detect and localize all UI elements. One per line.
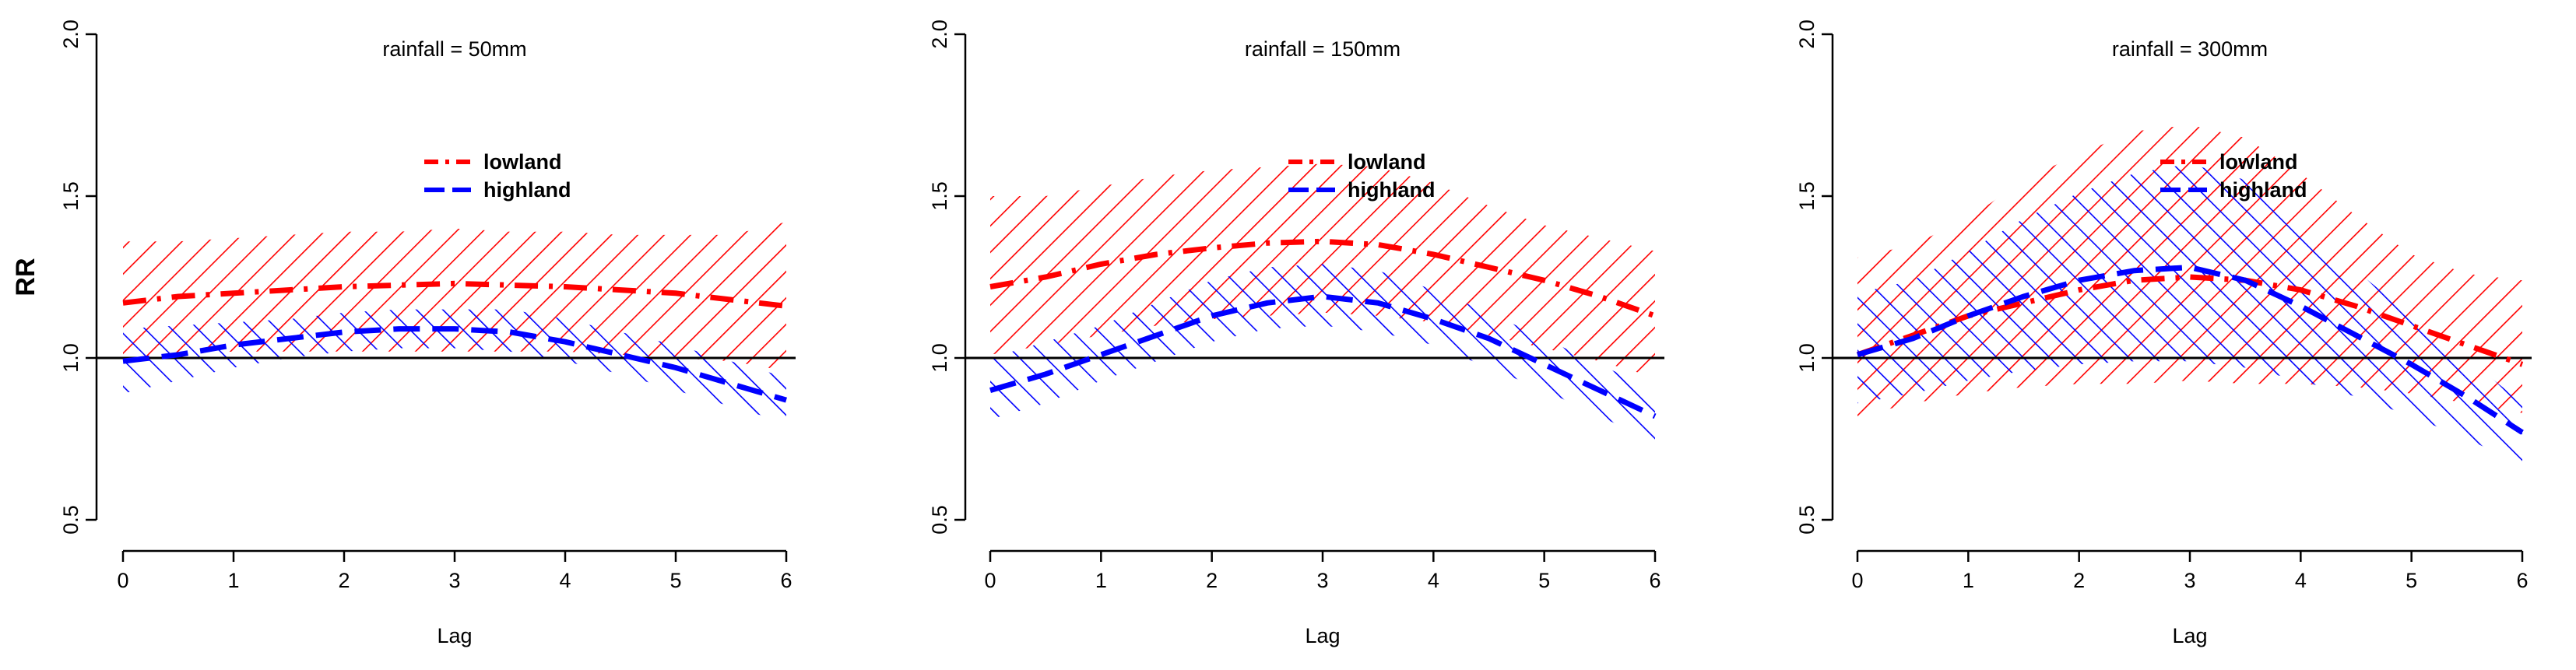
legend-label-highland: highland [483, 178, 571, 202]
y-tick-label: 0.5 [928, 505, 951, 535]
x-tick-label: 3 [448, 569, 460, 592]
panel-title: rainfall = 50mm [382, 37, 526, 61]
legend-label-lowland: lowland [1348, 150, 1426, 174]
y-tick-label: 2.0 [1795, 19, 1819, 49]
x-tick-label: 4 [559, 569, 571, 592]
ci-band-highland [990, 264, 1655, 443]
panel-rainfall-300mm: 0 1 2 3 4 5 6 0.5 1.0 1.5 2.0 rainfall = 300mm La… [1795, 19, 2532, 647]
y-tick-label: 1.0 [1795, 343, 1819, 373]
x-tick-label: 0 [117, 569, 128, 592]
x-tick-label: 0 [1851, 569, 1863, 592]
series-line-lowland [122, 280, 787, 309]
x-tick-label: 4 [1428, 569, 1439, 592]
x-tick-label: 4 [2295, 569, 2307, 592]
legend-label-lowland: lowland [2219, 150, 2298, 174]
legend-label-lowland: lowland [483, 150, 562, 174]
panel-title: rainfall = 150mm [1245, 37, 1400, 61]
y-tick-label: 1.5 [59, 181, 83, 211]
legend: lowland highland [1288, 150, 1435, 202]
series-line-highland [122, 326, 787, 403]
x-tick-label: 6 [780, 569, 792, 592]
y-axis-label: RR [11, 258, 40, 296]
y-tick-label: 2.0 [59, 19, 83, 49]
x-tick-label: 5 [1538, 569, 1550, 592]
y-tick-label: 1.5 [1795, 181, 1819, 211]
x-tick-label: 5 [669, 569, 681, 592]
x-tick-label: 2 [338, 569, 350, 592]
y-ticks: 0.5 1.0 1.5 2.0 [928, 19, 965, 535]
legend: lowland highland [424, 150, 571, 202]
x-ticks: 0 1 2 3 4 5 6 [1851, 551, 2529, 592]
legend: lowland highland [2160, 150, 2307, 202]
x-tick-label: 1 [1095, 569, 1107, 592]
series-line-lowland [989, 238, 1657, 319]
panel-rainfall-150mm: 0 1 2 3 4 5 6 0.5 1.0 1.5 2.0 rainfall = 150mm La… [928, 19, 1664, 647]
x-tick-label: 5 [2406, 569, 2417, 592]
y-ticks: 0.5 1.0 1.5 2.0 [1795, 19, 1833, 535]
series-line-highland [1857, 264, 2524, 435]
y-tick-label: 1.0 [928, 343, 951, 373]
x-tick-label: 6 [1649, 569, 1661, 592]
y-tick-label: 2.0 [928, 19, 951, 49]
x-ticks: 0 1 2 3 4 5 6 [984, 551, 1661, 592]
x-tick-label: 1 [1963, 569, 1974, 592]
x-tick-label: 3 [2184, 569, 2195, 592]
y-tick-label: 0.5 [59, 505, 83, 535]
x-tick-label: 2 [2073, 569, 2085, 592]
y-ticks: 0.5 1.0 1.5 2.0 [59, 19, 97, 535]
x-tick-label: 6 [2516, 569, 2528, 592]
panel-title: rainfall = 300mm [2112, 37, 2268, 61]
x-axis-label: Lag [2172, 624, 2207, 647]
panel-rainfall-50mm: 0 1 2 3 4 5 6 0.5 1.0 1.5 2.0 rainfall = 50mm Lag… [11, 19, 796, 647]
x-tick-label: 2 [1206, 569, 1218, 592]
x-tick-label: 1 [227, 569, 239, 592]
legend-label-highland: highland [1348, 178, 1435, 202]
legend-label-highland: highland [2219, 178, 2307, 202]
x-axis-label: Lag [1305, 624, 1340, 647]
y-tick-label: 1.0 [59, 343, 83, 373]
ci-band-highland [1857, 163, 2522, 465]
x-tick-label: 0 [984, 569, 996, 592]
x-ticks: 0 1 2 3 4 5 6 [117, 551, 792, 592]
y-tick-label: 0.5 [1795, 505, 1819, 535]
x-axis-label: Lag [437, 624, 472, 647]
x-tick-label: 3 [1316, 569, 1328, 592]
y-tick-label: 1.5 [928, 181, 951, 211]
